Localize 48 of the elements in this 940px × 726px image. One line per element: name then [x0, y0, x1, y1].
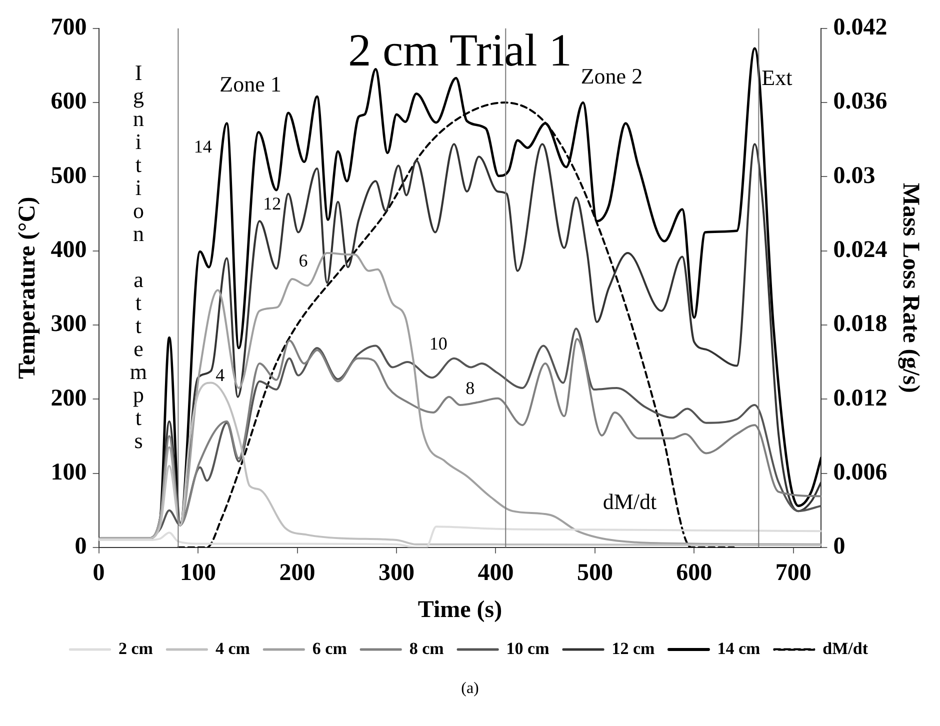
- y2-tick-label: 0: [833, 534, 846, 560]
- y2-tick-label: 0.018: [833, 311, 888, 338]
- x-tick-label: 400: [478, 560, 514, 586]
- annotation: 10: [429, 334, 448, 354]
- x-tick-label: 200: [279, 560, 316, 586]
- y2-tick-label: 0.012: [833, 385, 888, 412]
- y-tick-label: 300: [50, 311, 87, 338]
- y2-tick-label: 0.03: [833, 162, 876, 189]
- legend-label: 8 cm: [409, 638, 444, 658]
- y-tick-label: 600: [50, 88, 87, 115]
- x-tick-label: 100: [180, 560, 216, 586]
- annotation: 12: [263, 194, 282, 214]
- annotation: Zone 1: [220, 71, 282, 96]
- legend-label: dM/dt: [822, 638, 868, 658]
- annotation: dM/dt: [602, 489, 657, 514]
- y2-tick-label: 0.024: [833, 237, 888, 264]
- y-axis-title: Temperature (°C): [14, 196, 41, 380]
- y-tick-label: 0: [74, 534, 87, 560]
- y2-tick-label: 0.006: [833, 459, 888, 486]
- x-axis-title: Time (s): [418, 596, 502, 623]
- annotation: 6: [298, 250, 308, 271]
- text: (a): [460, 680, 480, 698]
- y-tick-label: 200: [50, 385, 87, 412]
- legend-label: 6 cm: [312, 638, 347, 658]
- x-tick-label: 600: [676, 560, 712, 586]
- y2-axis-title: Mass Loss Rate (g/s): [897, 182, 924, 393]
- legend-label: 2 cm: [118, 638, 153, 658]
- y-tick-label: 100: [50, 459, 87, 486]
- annotation: Zone 2: [580, 63, 643, 88]
- chart-title: 2 cm Trial 1: [348, 24, 572, 76]
- y-tick-label: 500: [50, 162, 87, 189]
- legend-label: 14 cm: [717, 638, 760, 658]
- x-tick-label: 300: [378, 560, 414, 586]
- y2-tick-label: 0.042: [833, 14, 888, 41]
- annotation: 4: [216, 364, 225, 385]
- legend-label: 10 cm: [506, 638, 550, 658]
- x-tick-label: 700: [775, 560, 812, 586]
- y2-tick-label: 0.036: [833, 88, 888, 115]
- text: Ignition attempts: [130, 60, 148, 454]
- legend-label: 12 cm: [612, 638, 655, 658]
- x-tick-label: 500: [576, 560, 613, 586]
- y-tick-label: 700: [50, 14, 87, 41]
- legend-label: 4 cm: [215, 638, 250, 658]
- x-tick-label: 0: [92, 560, 105, 586]
- ref-line-label: Ext: [762, 65, 792, 90]
- annotation: 8: [466, 378, 475, 398]
- annotation: 14: [194, 136, 212, 157]
- y-tick-label: 400: [50, 237, 87, 264]
